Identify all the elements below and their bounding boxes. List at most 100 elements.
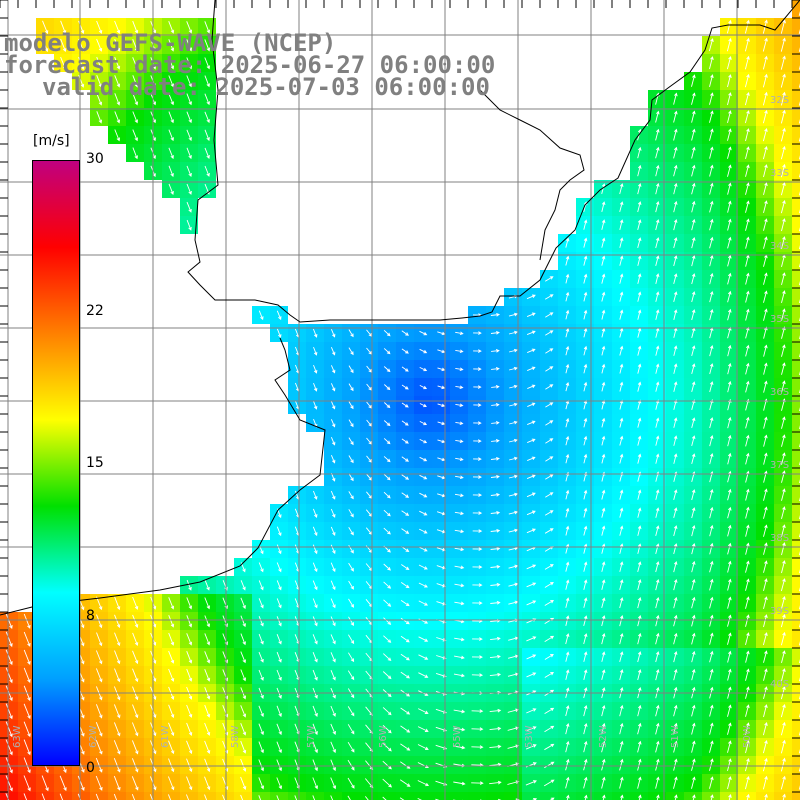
wind-arrow xyxy=(745,146,750,160)
speed-cell xyxy=(234,792,252,800)
wind-arrow xyxy=(637,722,642,735)
latitude-label: 33S xyxy=(770,168,790,179)
title-forecast-date: forecast date: 2025-06-27 06:00:00 xyxy=(4,51,496,79)
wind-arrow xyxy=(691,164,696,177)
wind-arrow xyxy=(745,668,750,681)
speed-cell xyxy=(576,792,594,800)
wind-arrow xyxy=(709,452,714,465)
wind-arrow xyxy=(745,434,750,447)
wind-arrow xyxy=(527,348,536,354)
wind-arrow xyxy=(565,507,570,518)
wind-arrow xyxy=(727,560,732,573)
wind-arrow xyxy=(240,651,246,664)
wind-arrow xyxy=(527,384,536,390)
wind-arrow xyxy=(472,511,483,515)
wind-arrow xyxy=(544,725,555,733)
wind-arrow xyxy=(330,777,337,790)
wind-arrow xyxy=(77,793,82,800)
wind-arrow xyxy=(168,650,175,664)
speed-cell xyxy=(792,306,800,324)
wind-arrow xyxy=(5,775,13,792)
wind-arrow xyxy=(42,38,49,53)
wind-arrow xyxy=(417,797,422,800)
wind-arrow xyxy=(637,417,642,428)
wind-arrow xyxy=(673,668,678,681)
wind-arrow xyxy=(186,722,193,736)
wind-arrow xyxy=(764,793,768,800)
wind-arrow xyxy=(132,704,139,719)
wind-arrow xyxy=(601,417,606,428)
wind-arrow xyxy=(472,637,483,641)
wind-arrow xyxy=(132,129,138,142)
wind-arrow xyxy=(762,145,768,160)
wind-arrow xyxy=(583,381,588,392)
wind-arrow xyxy=(601,758,606,771)
wind-arrow xyxy=(5,757,13,774)
wind-arrow xyxy=(762,127,768,142)
wind-arrow xyxy=(673,110,678,123)
wind-arrow xyxy=(383,617,392,625)
wind-arrow xyxy=(601,453,606,464)
speed-cell xyxy=(792,342,800,360)
wind-arrow xyxy=(655,128,660,141)
wind-arrow xyxy=(637,399,642,410)
wind-arrow xyxy=(401,384,409,390)
wind-arrow xyxy=(23,721,31,738)
coastline-shore xyxy=(0,337,326,616)
speed-cell xyxy=(396,792,414,800)
wind-arrow xyxy=(673,614,678,627)
wind-arrow xyxy=(655,291,660,302)
wind-arrow xyxy=(401,366,409,372)
wind-arrow xyxy=(565,561,570,572)
wind-arrow xyxy=(330,634,336,645)
wind-arrow xyxy=(348,580,354,590)
wind-arrow xyxy=(132,668,139,683)
wind-arrow xyxy=(691,236,696,249)
wind-arrow xyxy=(473,457,482,461)
wind-arrow xyxy=(565,579,570,590)
wind-arrow xyxy=(5,793,10,800)
wind-arrow xyxy=(619,525,624,536)
wind-arrow xyxy=(454,583,465,588)
speed-cell xyxy=(792,450,800,468)
wind-arrow xyxy=(401,564,410,571)
wind-arrow xyxy=(619,363,624,374)
wind-arrow xyxy=(276,723,282,736)
wind-arrow xyxy=(383,563,392,571)
wind-arrow xyxy=(168,668,175,682)
wind-arrow xyxy=(727,344,732,357)
wind-arrow xyxy=(583,219,588,230)
wind-arrow xyxy=(637,381,642,392)
wind-arrow xyxy=(745,182,750,195)
wind-arrow xyxy=(95,793,100,800)
wind-arrow xyxy=(619,219,624,231)
wind-arrow xyxy=(490,330,500,335)
longitude-label: 52W xyxy=(598,725,609,748)
wind-arrow xyxy=(655,417,660,428)
wind-arrow xyxy=(312,580,318,591)
speed-cell xyxy=(0,792,18,800)
wind-arrow xyxy=(619,722,624,735)
wind-arrow xyxy=(399,779,411,787)
wind-arrow xyxy=(417,708,429,714)
wind-arrow xyxy=(204,165,210,177)
wind-arrow xyxy=(96,614,103,629)
wind-arrow xyxy=(673,399,678,410)
wind-arrow xyxy=(673,704,678,717)
wind-arrow xyxy=(691,704,696,717)
wind-arrow xyxy=(780,109,786,124)
wind-arrow xyxy=(186,57,193,70)
wind-arrow xyxy=(114,596,121,611)
wind-arrow xyxy=(364,796,369,800)
wind-arrow xyxy=(276,616,282,627)
longitude-label: 53W xyxy=(524,725,535,748)
wind-arrow xyxy=(455,403,464,408)
wind-arrow xyxy=(490,600,501,605)
wind-arrow xyxy=(436,655,447,660)
wind-arrow xyxy=(526,474,536,480)
wind-arrow xyxy=(673,632,678,645)
wind-arrow xyxy=(637,182,642,195)
wind-arrow xyxy=(637,561,642,573)
wind-arrow xyxy=(619,201,624,213)
wind-arrow xyxy=(258,795,262,800)
